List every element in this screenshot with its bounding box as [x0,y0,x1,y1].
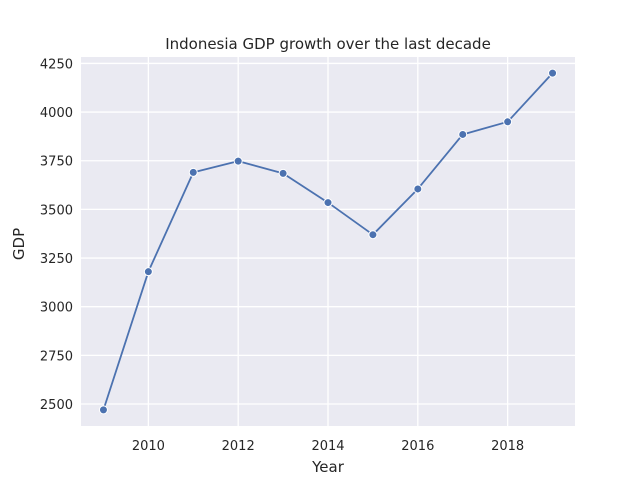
y-tick-label: 4000 [40,106,73,121]
x-tick-label: 2012 [222,439,255,454]
y-tick-labels: 2500 2750 3000 3250 3500 3750 4000 4250 [40,57,73,413]
chart-title: Indonesia GDP growth over the last decad… [165,35,491,53]
data-point [548,68,558,78]
y-tick-label: 3000 [40,301,73,316]
data-point [278,168,288,178]
data-point [323,198,333,208]
y-tick-label: 3750 [40,155,73,170]
y-tick-label: 3500 [40,203,73,218]
data-point [233,156,243,166]
data-point [503,117,513,127]
y-axis-title: GDP [10,228,28,260]
y-tick-label: 4250 [40,57,73,72]
x-tick-label: 2016 [401,439,434,454]
y-tick-label: 2500 [40,398,73,413]
data-point [413,184,423,194]
series-layer [98,68,558,415]
grid-lines [81,57,575,426]
y-tick-label: 2750 [40,349,73,364]
x-tick-label: 2010 [132,439,165,454]
data-point [368,230,378,240]
y-tick-label: 3250 [40,252,73,267]
data-point [143,267,153,277]
data-point [188,167,198,177]
data-point [98,405,108,415]
x-tick-label: 2014 [311,439,344,454]
data-point [458,129,468,139]
x-tick-labels: 2010 2012 2014 2016 2018 [132,439,524,454]
x-axis-title: Year [311,458,345,476]
x-tick-label: 2018 [491,439,524,454]
